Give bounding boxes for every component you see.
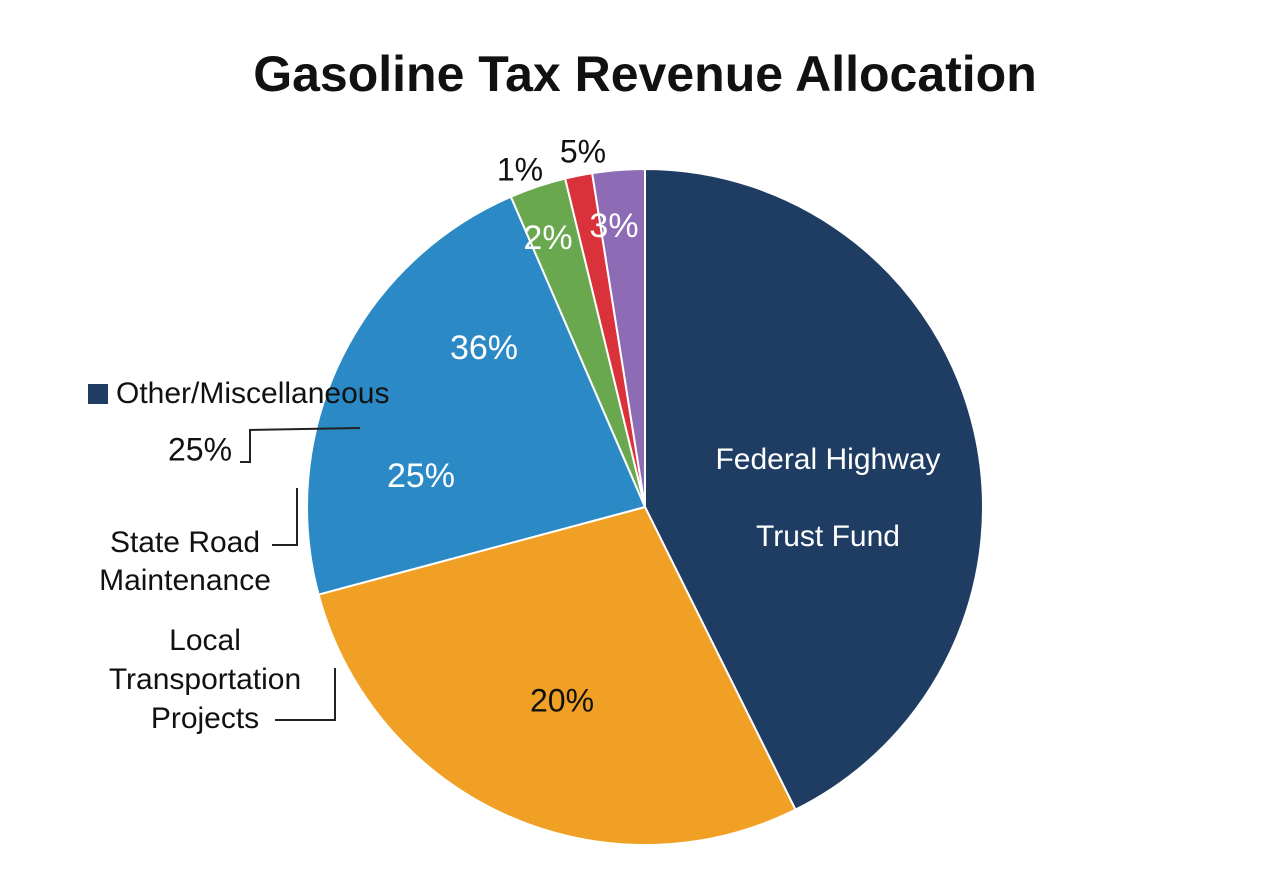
pie-slice <box>591 167 646 508</box>
pie-slice <box>644 167 984 812</box>
pie-slice <box>306 195 647 596</box>
legend-label: Other/Miscellaneous <box>116 377 389 410</box>
legend-swatch <box>88 384 108 404</box>
annotation: 3% <box>589 207 638 245</box>
slice-label: Federal Highway Trust Fund <box>715 443 941 553</box>
annotation: 2% <box>523 219 572 257</box>
chart-title: Gasoline Tax Revenue Allocation <box>253 46 1037 102</box>
annotation: 20% <box>530 682 594 718</box>
pie-slice <box>317 505 797 846</box>
leader-line <box>275 668 336 721</box>
leader-lines <box>240 427 361 721</box>
annotation: 36% <box>450 329 518 367</box>
leader-line <box>272 488 298 546</box>
annotation: 25% <box>387 457 455 495</box>
slice-label: State Road Maintenance <box>99 526 271 597</box>
slices <box>306 167 984 846</box>
annotation: 25% <box>168 431 232 467</box>
slice-label: Local Transportation Projects <box>108 624 302 735</box>
annotation: 1% <box>497 151 543 187</box>
annotation: 5% <box>560 133 606 169</box>
leader-line <box>240 427 361 463</box>
